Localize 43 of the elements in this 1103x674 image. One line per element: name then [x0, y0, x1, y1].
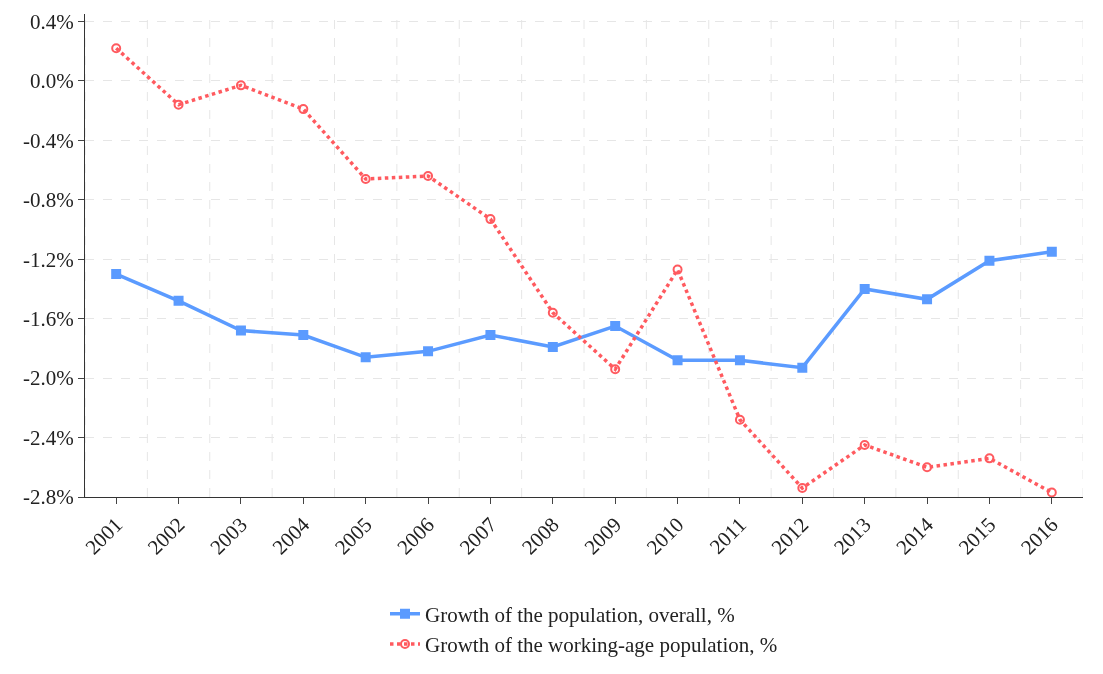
point	[235, 325, 246, 336]
y-tick-label: 0.0%	[30, 69, 74, 94]
point	[360, 173, 371, 184]
y-tick-label: -0.8%	[23, 188, 74, 213]
point	[235, 80, 246, 91]
point	[423, 170, 434, 181]
y-tick-label: -2.8%	[23, 485, 74, 510]
point	[984, 255, 995, 266]
point	[485, 214, 496, 225]
point	[734, 414, 745, 425]
point	[859, 439, 870, 450]
point	[984, 453, 995, 464]
point	[547, 307, 558, 318]
point	[922, 294, 933, 305]
point	[298, 330, 309, 341]
point	[173, 99, 184, 110]
y-tick-label: 0.4%	[30, 9, 74, 34]
point	[922, 462, 933, 473]
point	[360, 352, 371, 363]
point	[859, 283, 870, 294]
point	[298, 104, 309, 115]
y-tick-label: -2.4%	[23, 425, 74, 450]
y-tick-label: -2.0%	[23, 366, 74, 391]
point	[173, 295, 184, 306]
point	[797, 362, 808, 373]
point	[797, 483, 808, 494]
y-tick-label: -1.2%	[23, 247, 74, 272]
point	[111, 269, 122, 280]
point	[610, 321, 621, 332]
point	[423, 346, 434, 357]
point	[1046, 246, 1057, 257]
legend-label: Growth of the population, overall, %	[425, 602, 735, 627]
point	[734, 355, 745, 366]
point	[672, 264, 683, 275]
y-tick-label: -1.6%	[23, 307, 74, 332]
point	[111, 43, 122, 54]
point	[485, 330, 496, 341]
point	[1046, 487, 1057, 498]
point	[610, 364, 621, 375]
legend-label: Growth of the working-age population, %	[425, 633, 778, 658]
y-tick-label: -0.4%	[23, 128, 74, 153]
point	[672, 355, 683, 366]
point	[547, 341, 558, 352]
